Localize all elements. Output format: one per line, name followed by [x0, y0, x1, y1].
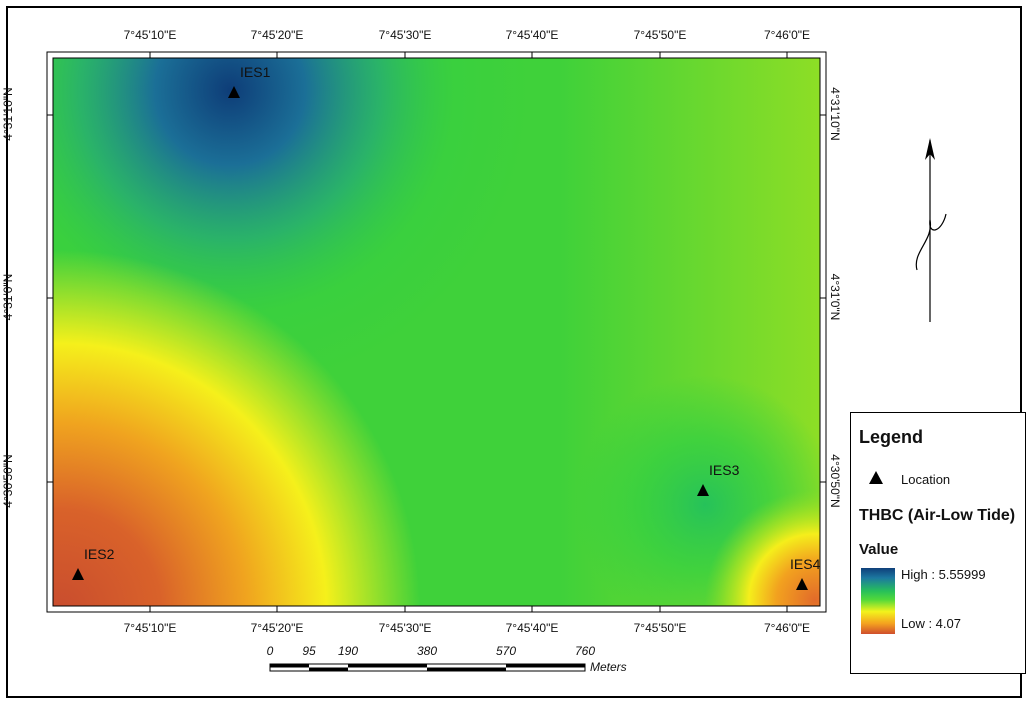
scale-bar — [269, 663, 586, 672]
legend-low-label: Low : 4.07 — [901, 616, 961, 631]
north-arrow — [915, 138, 947, 322]
top-tick-label: 7°45'40"E — [505, 28, 559, 42]
top-tick-label: 7°45'50"E — [633, 28, 687, 42]
top-tick-label: 7°45'10"E — [123, 28, 177, 42]
scale-tick-label: 760 — [574, 644, 596, 658]
north-arrow-head — [925, 138, 935, 160]
location-triangle-icon — [869, 471, 883, 484]
site-label-ies2: IES2 — [84, 546, 115, 562]
left-tick-label: 4°30'50"N — [1, 454, 15, 508]
bottom-tick-label: 7°45'50"E — [633, 621, 687, 635]
site-marker-ies1 — [228, 86, 240, 98]
right-tick-label: 4°30'50"N — [828, 454, 842, 508]
grid-border — [46, 51, 827, 613]
left-tick-label: 4°31'10"N — [1, 87, 15, 141]
legend-high-label: High : 5.55999 — [901, 567, 986, 582]
site-markers — [72, 86, 808, 590]
bottom-tick-label: 7°45'30"E — [378, 621, 432, 635]
top-tick-label: 7°46'0"E — [763, 28, 811, 42]
bottom-tick-label: 7°45'40"E — [505, 621, 559, 635]
site-label-ies4: IES4 — [790, 556, 821, 572]
scale-tick-label: 380 — [416, 644, 438, 658]
legend-box: Legend Location THBC (Air-Low Tide) Valu… — [850, 412, 1026, 674]
bottom-tick-label: 7°45'20"E — [250, 621, 304, 635]
top-tick-marks — [47, 52, 826, 612]
site-label-ies3: IES3 — [709, 462, 740, 478]
site-label-ies1: IES1 — [240, 64, 271, 80]
legend-color-ramp — [861, 568, 895, 634]
bottom-tick-label: 7°46'0"E — [763, 621, 811, 635]
bottom-tick-label: 7°45'10"E — [123, 621, 177, 635]
scale-tick-label: 190 — [337, 644, 359, 658]
right-tick-label: 4°31'10"N — [828, 87, 842, 141]
legend-title: Legend — [859, 427, 924, 447]
right-tick-label: 4°31'0"N — [828, 273, 842, 321]
legend-location-label: Location — [901, 472, 951, 487]
left-tick-label: 4°31'0"N — [1, 273, 15, 321]
site-marker-ies4 — [796, 578, 808, 590]
map-neatline — [52, 57, 821, 607]
scale-tick-label: 570 — [495, 644, 517, 658]
scale-unit-label: Meters — [590, 660, 627, 674]
scale-tick-label: 95 — [302, 644, 316, 658]
site-marker-ies3 — [697, 484, 709, 496]
top-tick-label: 7°45'30"E — [378, 28, 432, 42]
scale-tick-label: 0 — [266, 644, 274, 658]
site-marker-ies2 — [72, 568, 84, 580]
thbc-raster — [53, 58, 820, 606]
top-tick-label: 7°45'20"E — [250, 28, 304, 42]
legend-value-title: Value — [859, 541, 899, 558]
legend-layer-title: THBC (Air-Low Tide) — [859, 507, 1016, 524]
